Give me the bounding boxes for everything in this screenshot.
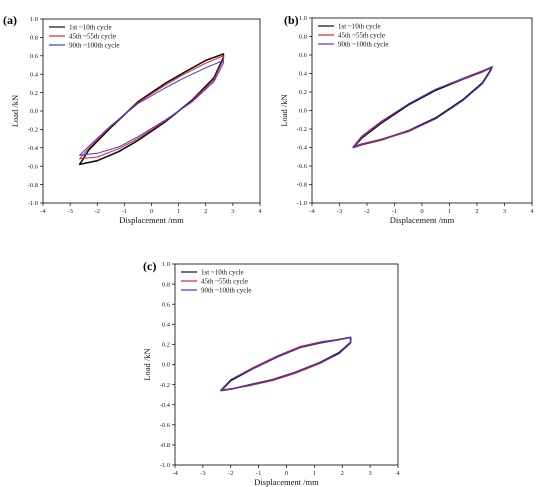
y-tick-label: 0.6 bbox=[30, 53, 39, 60]
x-tick-label: -4 bbox=[172, 470, 178, 477]
y-tick-label: -0.4 bbox=[28, 145, 39, 152]
y-tick-label: -0.2 bbox=[160, 382, 170, 389]
x-tick-label: -1 bbox=[122, 208, 127, 215]
legend-entry: 45th ~55th cycle bbox=[201, 278, 248, 286]
x-tick-label: 0 bbox=[420, 208, 423, 215]
x-tick-label: -3 bbox=[337, 208, 342, 215]
x-tick-label: -2 bbox=[364, 208, 369, 215]
legend-entry: 90th ~100th cycle bbox=[69, 42, 119, 50]
x-tick-label: -2 bbox=[228, 470, 233, 477]
y-tick-label: -0.8 bbox=[28, 182, 38, 189]
y-tick-label: -0.6 bbox=[297, 163, 308, 170]
legend-entry: 1st ~10th cycle bbox=[338, 23, 381, 31]
chart-panel-1: (b) -4 -3 -2 -1 0 1 2 3 4 -1.0 -0.8 -0.6 -0.4 -0.2 0.0 0… bbox=[279, 13, 534, 225]
y-tick-label: -0.2 bbox=[28, 127, 38, 134]
y-axis-label: Load /kN bbox=[10, 95, 20, 127]
y-tick-label: -0.8 bbox=[297, 182, 307, 189]
y-tick-label: 0.0 bbox=[30, 108, 38, 115]
x-tick-label: 3 bbox=[231, 208, 234, 215]
x-tick-label: 1 bbox=[448, 208, 451, 215]
x-tick-label: 2 bbox=[204, 208, 207, 215]
y-tick-label: -0.2 bbox=[297, 126, 307, 133]
y-tick-label: -0.6 bbox=[160, 422, 171, 429]
legend-entry: 1st ~10th cycle bbox=[69, 24, 112, 32]
y-axis-label: Load /kN bbox=[142, 348, 152, 380]
x-tick-label: 2 bbox=[475, 208, 478, 215]
y-tick-label: 0.8 bbox=[30, 35, 38, 42]
x-axis-label: Displacement /mm bbox=[390, 215, 455, 225]
series-line-1 bbox=[79, 55, 224, 160]
chart-panel-0: (a) -4 -3 -2 -1 0 1 2 3 4 -1.0 -0.8 -0.6 -0.4 -0.2 0.0 0… bbox=[3, 13, 262, 225]
x-tick-label: -4 bbox=[40, 208, 46, 215]
x-tick-label: 4 bbox=[530, 208, 534, 215]
y-axis-label: Load /kN bbox=[279, 94, 289, 126]
series-line-0 bbox=[220, 336, 352, 392]
y-tick-label: -1.0 bbox=[297, 200, 307, 207]
y-tick-label: 0.6 bbox=[162, 301, 171, 308]
y-tick-label: 0.8 bbox=[162, 281, 170, 288]
y-tick-label: 1.0 bbox=[30, 16, 38, 23]
y-tick-label: 0.4 bbox=[299, 71, 308, 78]
legend-entry: 1st ~10th cycle bbox=[201, 269, 244, 277]
x-tick-label: 0 bbox=[150, 208, 153, 215]
y-tick-label: -1.0 bbox=[28, 200, 38, 207]
legend-entry: 90th ~100th cycle bbox=[338, 41, 388, 49]
x-tick-label: 4 bbox=[258, 208, 262, 215]
y-tick-label: 0.0 bbox=[162, 362, 170, 369]
y-tick-label: -0.4 bbox=[297, 145, 308, 152]
x-tick-label: 1 bbox=[313, 470, 316, 477]
series-line-0 bbox=[352, 66, 493, 149]
x-tick-label: -1 bbox=[392, 208, 397, 215]
x-tick-label: -2 bbox=[95, 208, 100, 215]
y-tick-label: -0.4 bbox=[160, 402, 171, 409]
series-line-2 bbox=[79, 59, 224, 156]
x-tick-label: -3 bbox=[200, 470, 205, 477]
y-tick-label: 0.2 bbox=[30, 90, 38, 97]
y-tick-label: -0.6 bbox=[28, 163, 39, 170]
x-tick-label: 2 bbox=[341, 470, 344, 477]
panel-label: (b) bbox=[284, 13, 299, 27]
y-tick-label: 0.4 bbox=[162, 322, 171, 329]
y-tick-label: 0.6 bbox=[299, 52, 308, 59]
y-tick-label: 1.0 bbox=[162, 261, 170, 268]
legend-entry: 45th ~55th cycle bbox=[69, 33, 116, 41]
y-tick-label: 0.8 bbox=[299, 34, 307, 41]
x-tick-label: -4 bbox=[309, 208, 315, 215]
panel-label: (c) bbox=[143, 259, 156, 273]
x-tick-label: 3 bbox=[503, 208, 506, 215]
x-tick-label: 4 bbox=[396, 470, 400, 477]
legend-entry: 45th ~55th cycle bbox=[338, 32, 385, 40]
y-tick-label: 1.0 bbox=[299, 15, 307, 22]
x-tick-label: -1 bbox=[256, 470, 261, 477]
x-axis-label: Displacement /mm bbox=[119, 215, 184, 225]
series-line-1 bbox=[220, 336, 352, 391]
y-tick-label: 0.0 bbox=[299, 108, 307, 115]
x-tick-label: 0 bbox=[285, 470, 288, 477]
x-axis-label: Displacement /mm bbox=[254, 477, 319, 487]
legend-entry: 90th ~100th cycle bbox=[201, 287, 251, 295]
y-tick-label: 0.2 bbox=[162, 342, 170, 349]
x-tick-label: 1 bbox=[177, 208, 180, 215]
panel-label: (a) bbox=[3, 13, 17, 27]
x-tick-label: -3 bbox=[67, 208, 72, 215]
series-line-0 bbox=[78, 53, 225, 166]
series-line-2 bbox=[220, 336, 352, 392]
chart-panel-2: (c) -4 -3 -2 -1 0 1 2 3 4 -1.0 -0.8 -0.6 -0.4 -0.2 0.0 0… bbox=[142, 259, 400, 487]
y-tick-label: -0.8 bbox=[160, 442, 170, 449]
y-tick-label: -1.0 bbox=[160, 462, 170, 469]
y-tick-label: 0.4 bbox=[30, 71, 39, 78]
series-line-2 bbox=[352, 66, 493, 148]
series-line-1 bbox=[352, 67, 493, 148]
x-tick-label: 3 bbox=[369, 470, 372, 477]
y-tick-label: 0.2 bbox=[299, 89, 307, 96]
